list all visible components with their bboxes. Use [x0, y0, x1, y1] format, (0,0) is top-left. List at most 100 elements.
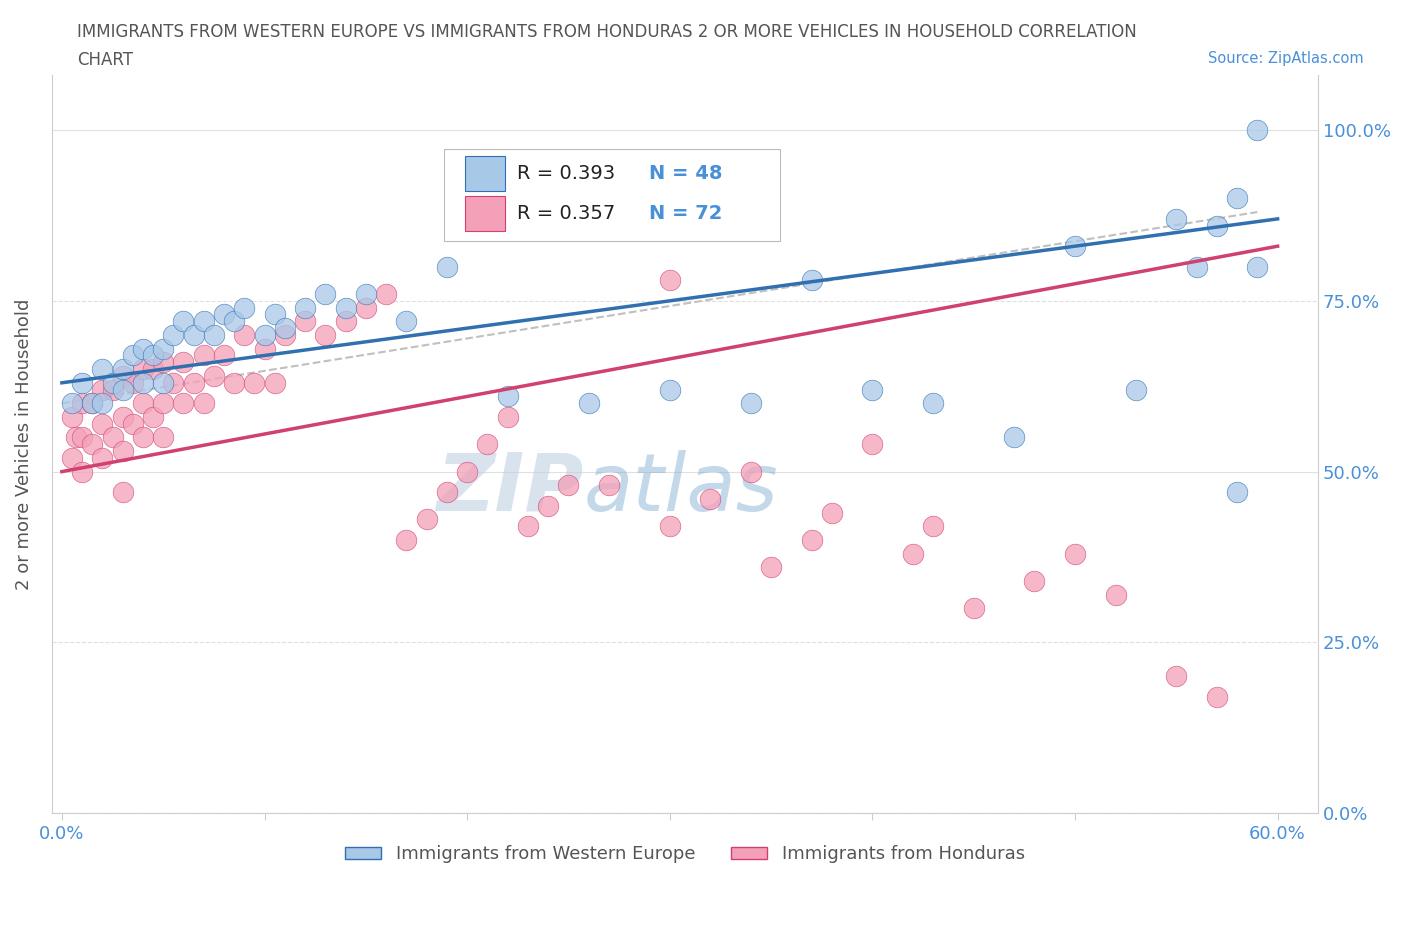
Point — [496, 409, 519, 424]
Point — [193, 348, 215, 363]
Point — [578, 396, 600, 411]
FancyBboxPatch shape — [444, 149, 780, 242]
Point — [821, 505, 844, 520]
Point — [922, 519, 945, 534]
Point — [193, 314, 215, 329]
Point — [294, 300, 316, 315]
Point — [121, 376, 143, 391]
FancyBboxPatch shape — [464, 156, 505, 191]
Point — [415, 512, 437, 526]
Point — [101, 376, 124, 391]
Point — [60, 409, 83, 424]
Point — [1104, 587, 1126, 602]
Point — [193, 396, 215, 411]
Point — [274, 321, 297, 336]
Point — [658, 272, 681, 287]
Point — [132, 362, 155, 377]
Text: N = 48: N = 48 — [650, 164, 723, 183]
Point — [263, 376, 285, 391]
Point — [183, 376, 205, 391]
Point — [111, 485, 134, 499]
Point — [142, 348, 165, 363]
Point — [658, 382, 681, 397]
Text: R = 0.393: R = 0.393 — [516, 164, 614, 183]
Point — [152, 341, 174, 356]
Text: R = 0.357: R = 0.357 — [516, 204, 614, 223]
Point — [60, 396, 83, 411]
Point — [800, 533, 823, 548]
Point — [557, 478, 579, 493]
Point — [1166, 669, 1188, 684]
Point — [335, 300, 357, 315]
Point — [740, 396, 762, 411]
Point — [233, 327, 256, 342]
Point — [70, 464, 93, 479]
Point — [183, 327, 205, 342]
Point — [132, 396, 155, 411]
Point — [70, 376, 93, 391]
Point — [60, 450, 83, 465]
Point — [142, 362, 165, 377]
Point — [91, 450, 114, 465]
Point — [152, 430, 174, 445]
Point — [101, 382, 124, 397]
Y-axis label: 2 or more Vehicles in Household: 2 or more Vehicles in Household — [15, 299, 32, 590]
Point — [111, 362, 134, 377]
Point — [172, 314, 194, 329]
Point — [1064, 239, 1087, 254]
Point — [963, 601, 986, 616]
Point — [91, 382, 114, 397]
FancyBboxPatch shape — [464, 196, 505, 231]
Text: atlas: atlas — [583, 449, 779, 527]
Point — [456, 464, 478, 479]
Point — [65, 430, 87, 445]
Point — [142, 409, 165, 424]
Point — [1064, 546, 1087, 561]
Point — [354, 300, 377, 315]
Point — [1226, 191, 1249, 206]
Point — [91, 362, 114, 377]
Point — [111, 382, 134, 397]
Point — [1002, 430, 1025, 445]
Point — [162, 327, 184, 342]
Point — [395, 314, 418, 329]
Point — [121, 417, 143, 432]
Text: N = 72: N = 72 — [650, 204, 723, 223]
Point — [111, 409, 134, 424]
Point — [70, 396, 93, 411]
Point — [354, 286, 377, 301]
Point — [111, 368, 134, 383]
Point — [395, 533, 418, 548]
Point — [91, 417, 114, 432]
Point — [202, 327, 225, 342]
Point — [375, 286, 398, 301]
Point — [314, 327, 336, 342]
Point — [202, 368, 225, 383]
Point — [1024, 574, 1046, 589]
Point — [1125, 382, 1147, 397]
Point — [1246, 259, 1268, 274]
Point — [253, 327, 276, 342]
Point — [172, 355, 194, 370]
Point — [132, 376, 155, 391]
Point — [800, 272, 823, 287]
Point — [212, 307, 235, 322]
Point — [152, 355, 174, 370]
Point — [922, 396, 945, 411]
Point — [82, 396, 104, 411]
Point — [658, 519, 681, 534]
Point — [598, 478, 620, 493]
Point — [172, 396, 194, 411]
Point — [224, 376, 246, 391]
Point — [132, 430, 155, 445]
Point — [82, 437, 104, 452]
Point — [1246, 123, 1268, 138]
Point — [233, 300, 256, 315]
Point — [224, 314, 246, 329]
Point — [314, 286, 336, 301]
Point — [901, 546, 924, 561]
Point — [253, 341, 276, 356]
Point — [243, 376, 266, 391]
Point — [699, 491, 721, 506]
Point — [1205, 219, 1227, 233]
